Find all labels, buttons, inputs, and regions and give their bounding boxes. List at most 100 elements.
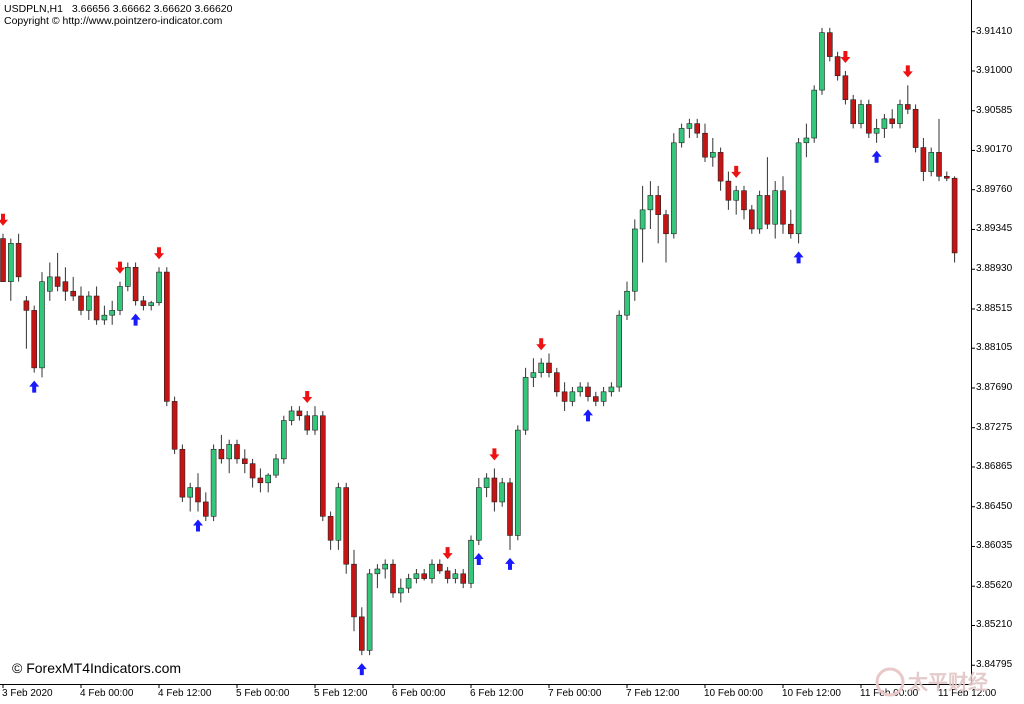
bear-candle-body <box>748 209 755 230</box>
candle <box>62 267 69 301</box>
candle <box>413 568 420 584</box>
candle <box>327 511 334 550</box>
buy-signal-arrow-icon <box>130 313 141 326</box>
candle <box>889 109 896 129</box>
bear-candle-body <box>195 487 201 503</box>
price-tick-label: 3.89760 <box>976 183 1013 195</box>
bull-candle-body <box>210 448 217 517</box>
bull-candle-body <box>608 386 615 393</box>
bull-candle-body <box>452 573 459 579</box>
bear-candle-body <box>561 391 568 402</box>
sell-signal-arrow-icon <box>442 547 453 560</box>
bear-candle-body <box>702 132 708 158</box>
candle <box>210 444 217 522</box>
time-tick-label: 4 Feb 12:00 <box>158 688 212 699</box>
bear-candle-body <box>327 516 334 541</box>
candle <box>8 238 14 301</box>
candle <box>663 209 669 263</box>
price-tick-label: 3.88515 <box>976 302 1013 314</box>
candle <box>390 559 396 598</box>
sell-signal-arrow-icon <box>840 50 851 63</box>
bear-candle-body <box>358 616 365 651</box>
bull-candle-body <box>86 295 92 311</box>
candle <box>164 267 170 407</box>
candle <box>195 473 201 512</box>
buy-signal-arrow-icon <box>793 251 804 264</box>
bear-candle-body <box>655 195 662 215</box>
candle <box>397 578 404 603</box>
bear-candle-body <box>663 214 669 235</box>
candle <box>881 114 888 138</box>
candle <box>70 276 76 301</box>
candle <box>475 478 482 546</box>
bear-candle-body <box>865 104 872 134</box>
candle <box>249 458 256 488</box>
candle <box>748 205 755 234</box>
bear-candle-body <box>171 401 178 450</box>
bull-candle-body <box>109 310 115 316</box>
bear-candle-body <box>93 295 100 321</box>
candle <box>514 425 521 541</box>
sell-signal-arrow-icon <box>902 65 913 78</box>
price-tick-label: 3.86865 <box>976 460 1013 472</box>
candle <box>343 482 350 574</box>
candle <box>709 138 716 167</box>
bull-candle-body <box>483 477 490 488</box>
bear-candle-body <box>904 104 911 110</box>
buy-signal-arrow-icon <box>356 663 367 676</box>
candle <box>920 138 927 182</box>
candle <box>351 549 357 632</box>
buy-signal-arrow-icon <box>505 557 515 570</box>
time-tick-label: 7 Feb 00:00 <box>548 688 602 699</box>
candle <box>468 535 474 589</box>
bull-candle-body <box>382 563 389 570</box>
bull-candle-body <box>226 444 232 460</box>
candle <box>600 387 607 407</box>
buy-signal-arrow-icon <box>871 150 882 163</box>
candle <box>86 291 92 320</box>
bear-candle-body <box>491 477 498 503</box>
sell-signal-arrow-icon <box>115 261 125 274</box>
candle <box>912 104 919 153</box>
candle <box>577 382 584 397</box>
bull-candle-body <box>429 563 435 579</box>
bear-candle-body <box>943 176 950 179</box>
bull-candle-body <box>616 314 623 388</box>
bull-candle-body <box>522 377 529 431</box>
candle <box>741 185 747 220</box>
price-tick-label: 3.88930 <box>976 263 1013 275</box>
bull-candle-body <box>928 152 935 172</box>
candle <box>936 118 942 182</box>
bull-candle-body <box>125 266 131 287</box>
candle <box>335 482 342 550</box>
bear-candle-body <box>936 152 942 177</box>
bear-candle-body <box>319 415 326 517</box>
candle <box>897 99 903 129</box>
bull-candle-body <box>873 128 880 134</box>
bull-candle-body <box>897 104 903 124</box>
candle <box>647 181 654 229</box>
candle <box>546 353 552 378</box>
bear-candle-body <box>787 223 794 235</box>
candle <box>811 85 818 143</box>
sell-signal-arrow-icon <box>154 247 164 260</box>
candle <box>187 482 193 512</box>
price-tick-label: 3.85210 <box>976 619 1013 631</box>
logo-text: 太平财经 <box>908 670 988 694</box>
bear-candle-body <box>62 281 69 292</box>
bear-candle-body <box>694 123 701 134</box>
candle <box>795 138 802 244</box>
bear-candle-body <box>0 238 6 282</box>
bear-candle-body <box>70 290 76 297</box>
bear-candle-body <box>140 300 147 306</box>
bull-candle-body <box>46 276 53 292</box>
candle <box>928 147 935 177</box>
candle <box>242 449 248 474</box>
bull-candle-body <box>819 32 825 91</box>
bear-candle-body <box>164 271 170 402</box>
bull-candle-body <box>397 587 404 594</box>
candle <box>616 310 623 392</box>
buy-signal-arrow-icon <box>583 409 593 422</box>
candle <box>951 176 958 263</box>
